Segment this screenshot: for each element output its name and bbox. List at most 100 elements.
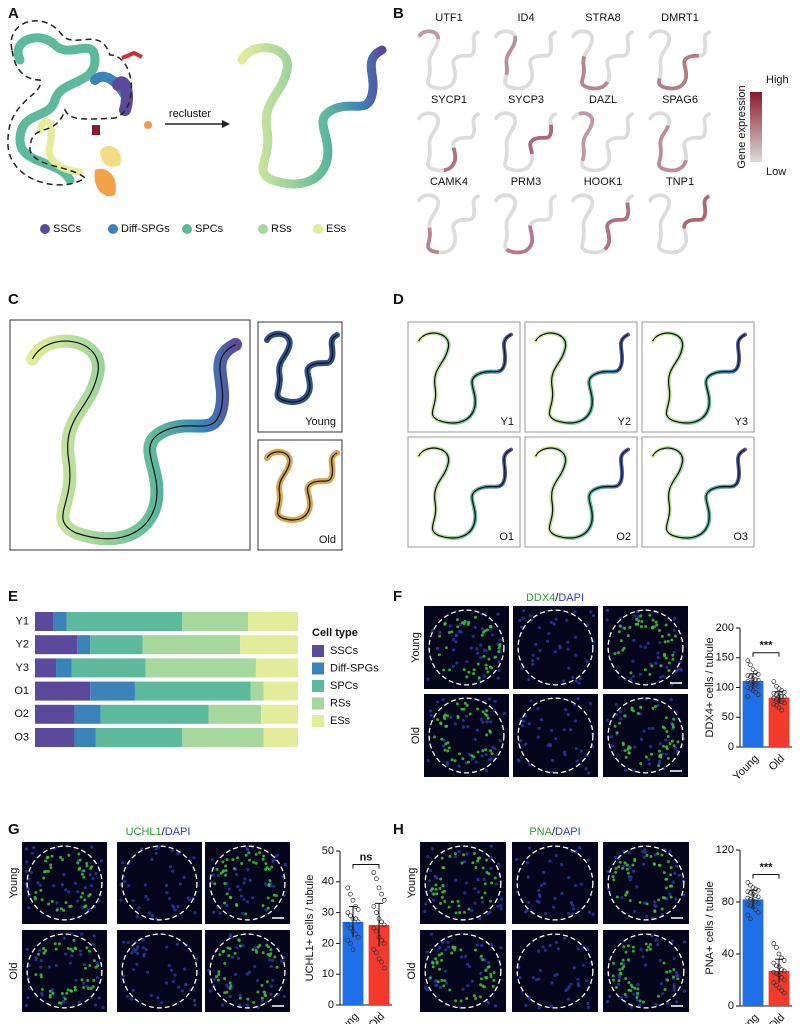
data-point [345,922,351,928]
umap [650,331,747,425]
stain [439,901,443,905]
stain [440,856,444,860]
stain [638,999,642,1003]
stain [639,625,643,629]
stain [225,990,229,994]
stain [224,873,228,877]
stain [240,862,244,866]
stain [467,907,471,911]
stain [442,715,446,719]
nucleus [586,1001,590,1006]
nucleus [570,912,574,916]
stain [480,896,484,900]
stain [444,646,448,650]
stain [663,726,667,730]
nucleus [536,706,540,711]
nucleus [154,851,158,856]
nucleus [560,891,564,895]
data-point [781,968,787,974]
data-point [771,980,777,985]
nucleus [24,869,28,874]
tubule-outline [26,933,103,1009]
nucleus [623,768,627,772]
nucleus [537,1006,541,1010]
bar-segment [66,612,183,631]
stain [665,730,669,734]
stain [264,994,268,998]
stain [467,670,471,674]
nucleus [160,1001,164,1005]
nucleus [464,881,469,885]
panel-label: A [8,5,19,22]
gene-label: DMRT1 [661,12,699,24]
nucleus [566,647,570,651]
nucleus [537,888,541,893]
stain [85,861,89,865]
nucleus [518,976,522,980]
stain [72,938,76,942]
nucleus [620,896,624,900]
stain [439,877,443,881]
data-point [781,958,787,963]
data-point [755,683,761,689]
data-point [774,963,779,969]
nucleus [468,965,472,969]
nucleus [487,961,491,965]
umap [417,29,480,91]
stain [266,896,270,900]
nucleus [577,846,581,850]
nucleus [534,642,538,646]
stain [453,759,457,763]
stain [64,901,68,905]
bar-segment [263,728,298,747]
bar-segment [90,681,135,701]
stain [664,656,668,660]
data-point [776,705,782,711]
nucleus [444,981,449,985]
frame [9,319,251,551]
nucleus [427,879,431,883]
nucleus [253,945,257,949]
stain [660,853,664,857]
stain [34,891,38,895]
nucleus [535,899,539,903]
stain [617,979,621,983]
stain [493,876,497,880]
nucleus [654,1002,658,1006]
nucleus [83,886,87,890]
stain [474,865,478,869]
nucleus [465,660,469,664]
stain [252,860,256,864]
nucleus [657,761,662,765]
nucleus [664,752,668,756]
nucleus [230,955,235,959]
nucleus [60,883,65,887]
stain [465,675,469,679]
stain [47,902,51,906]
nucleus [482,674,486,678]
x-tick-label: Young [731,753,761,783]
stain [666,639,670,643]
stain [626,747,630,751]
stain [261,857,265,861]
sample-label: Y3 [735,416,748,428]
nucleus [26,996,30,1000]
sample-label: Y2 [618,416,631,428]
nucleus [493,1004,497,1008]
stain [86,978,90,982]
stain [667,668,671,672]
bar-segment [95,728,183,747]
nucleus [644,914,649,918]
nucleus [479,971,483,976]
nucleus [516,758,520,762]
y-tick-label: 100 [716,681,734,693]
bar-segment [77,635,91,655]
nucleus [605,618,609,622]
nucleus [554,940,558,945]
stain [244,853,248,857]
umap-cells [25,334,243,546]
stain [50,899,54,903]
nucleus [663,738,668,742]
stain [442,668,446,672]
stain [485,628,489,632]
